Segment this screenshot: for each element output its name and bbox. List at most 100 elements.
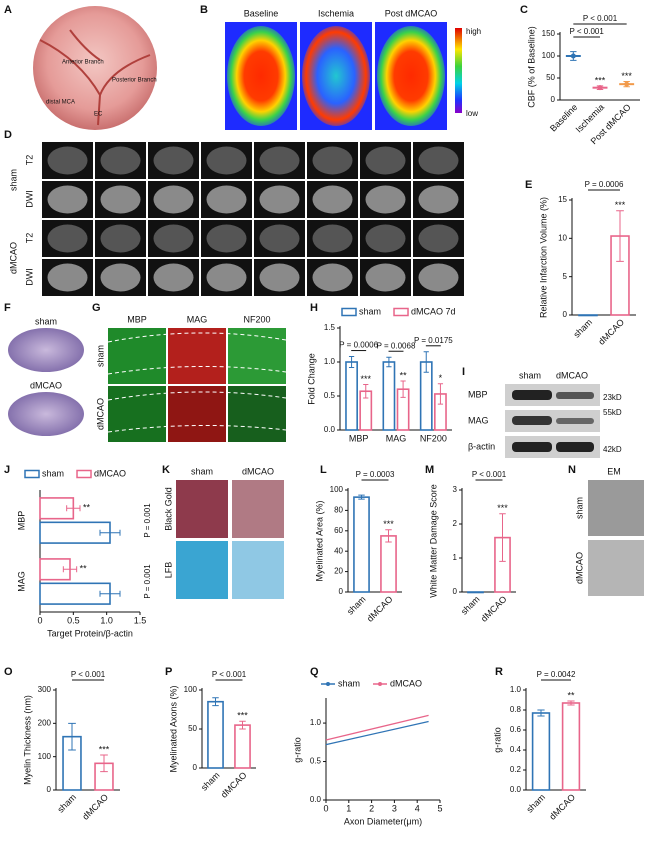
heatmap <box>227 26 295 126</box>
mri-brain <box>259 146 300 175</box>
y-tick-label: 1.0 <box>324 357 336 366</box>
y-tick-label: 1.0 <box>310 718 322 727</box>
p-value: P < 0.001 <box>583 14 618 23</box>
mri-brain <box>259 263 300 292</box>
mri-brain <box>418 185 459 214</box>
group-label: dMCAO <box>242 466 274 476</box>
y-tick-label: 20 <box>334 567 343 576</box>
y-tick-label: 1 <box>453 553 458 562</box>
p-value: P = 0.0042 <box>537 670 576 679</box>
error-bar <box>437 383 444 405</box>
protein-label: MBP <box>468 389 488 399</box>
group-label: dMCAO <box>556 370 588 380</box>
y-tick-label: 1.5 <box>324 323 336 332</box>
p-value: P < 0.001 <box>472 470 507 479</box>
colorbar <box>455 28 462 113</box>
brain-section <box>8 328 84 372</box>
stain-image <box>232 541 284 599</box>
legend-label: dMCAO 7d <box>411 306 456 316</box>
sequence-label: DWI <box>24 190 34 208</box>
y-tick-label: 0.6 <box>510 725 522 734</box>
mri-brain <box>259 224 300 253</box>
significance: *** <box>595 75 606 85</box>
error-bar <box>348 356 355 368</box>
x-axis-label: Axon Diameter(μm) <box>344 816 422 826</box>
y-tick-label: 200 <box>38 718 52 727</box>
x-tick-label: sham <box>345 594 368 617</box>
x-tick-label: MAG <box>386 433 407 443</box>
group-label: dMCAO <box>574 552 584 584</box>
group-label: sham <box>191 466 213 476</box>
x-tick-label: 0 <box>37 615 42 625</box>
y-axis-label: CBF (% of Baseline) <box>526 26 536 108</box>
mri-brain <box>100 224 141 253</box>
stain-image <box>176 480 228 538</box>
mri-brain <box>206 263 247 292</box>
mri-brain <box>259 185 300 214</box>
y-tick-label: MAG <box>16 571 26 592</box>
y-tick-label: 0.0 <box>510 785 522 794</box>
brain-section <box>8 392 84 436</box>
p-value: P < 0.001 <box>570 27 605 36</box>
y-tick-label: 0.4 <box>510 745 522 754</box>
y-axis-label: White Matter Damage Score <box>428 484 438 598</box>
y-tick-label: 50 <box>546 73 555 82</box>
sequence-label: DWI <box>24 268 34 286</box>
legend-swatch <box>378 682 383 686</box>
bar <box>353 496 370 593</box>
bar <box>382 361 396 431</box>
x-tick-label: 4 <box>415 803 420 813</box>
error-bar <box>363 383 369 399</box>
y-tick-label: 15 <box>558 195 567 204</box>
error-bar <box>623 81 630 88</box>
x-axis-label: Target Protein/β-actin <box>47 628 133 638</box>
error-bar <box>358 494 365 500</box>
y-tick-label: 40 <box>334 546 343 555</box>
band <box>556 442 594 452</box>
panel-letter: C <box>520 4 528 16</box>
panel-letter: E <box>525 179 532 191</box>
group-label: sham <box>574 497 584 519</box>
panel-letter: B <box>200 4 208 16</box>
y-tick-label: 5 <box>563 272 568 281</box>
y-tick-label: 0.0 <box>324 425 336 434</box>
panel-letter: R <box>495 666 503 678</box>
x-tick-label: sham <box>571 317 594 340</box>
y-tick-label: 100 <box>542 51 556 60</box>
panel-letter: D <box>4 129 12 141</box>
bar <box>531 712 551 791</box>
legend-label: sham <box>42 468 64 478</box>
y-tick-label: 0.0 <box>310 795 322 804</box>
x-tick-label: sham <box>459 594 482 617</box>
error-bar <box>616 210 624 262</box>
x-tick-label: sham <box>524 792 547 815</box>
error-bar <box>423 351 429 373</box>
vessels <box>39 29 151 126</box>
p-value: P = 0.0006 <box>339 341 378 350</box>
error-bar <box>239 720 246 730</box>
em-image <box>588 540 644 596</box>
mri-brain <box>206 146 247 175</box>
micrograph <box>108 328 166 384</box>
band <box>556 392 594 399</box>
p-value: P = 0.0068 <box>377 341 416 350</box>
y-tick-label: 3 <box>453 485 458 494</box>
mri-brain <box>47 224 88 253</box>
surgery-photo <box>33 6 157 130</box>
protein-label: MAG <box>468 415 489 425</box>
panel-title: EM <box>607 466 621 476</box>
legend-swatch <box>326 682 330 686</box>
mri-brain <box>365 185 406 214</box>
y-tick-label: 0 <box>47 785 52 794</box>
group-label: sham <box>95 345 105 367</box>
annotation: Anterior Branch <box>62 60 104 66</box>
error-bar <box>386 356 392 368</box>
annotation: Posterior Branch <box>112 78 157 84</box>
legend-swatch <box>76 469 92 479</box>
significance: ** <box>400 370 408 380</box>
mri-brain <box>418 224 459 253</box>
mri-brain <box>206 185 247 214</box>
legend-label: sham <box>338 678 360 688</box>
mri-brain <box>312 224 353 253</box>
annotation: distal MCA <box>46 100 75 106</box>
